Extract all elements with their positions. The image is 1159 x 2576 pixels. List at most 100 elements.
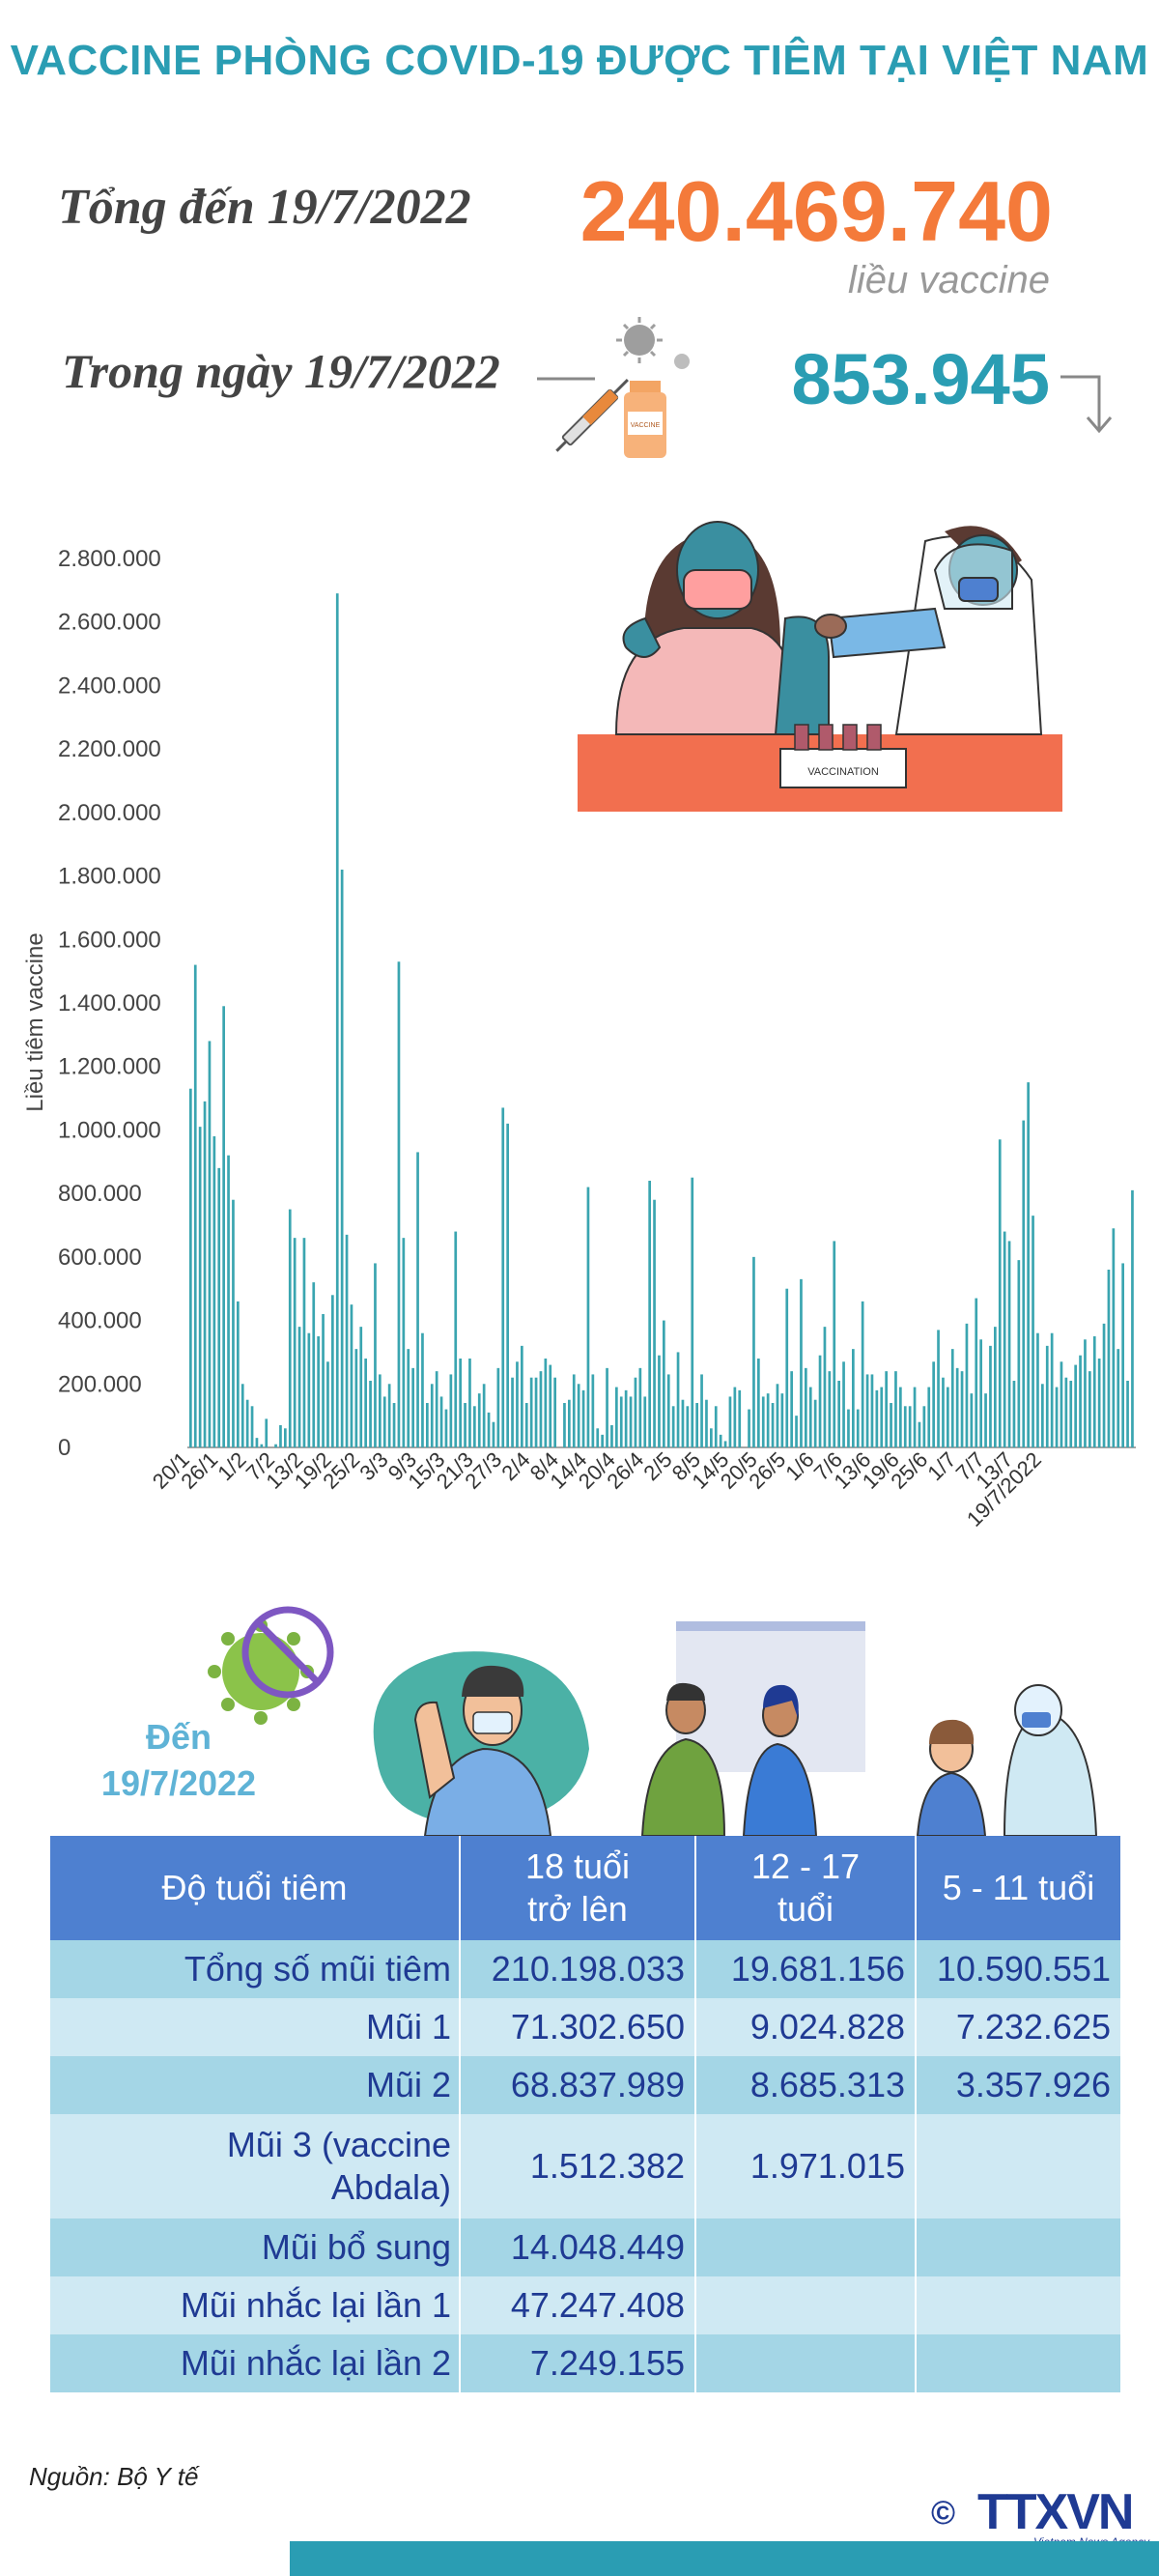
y-tick-label: 800.000 [58,1181,142,1207]
bar [1069,1381,1073,1447]
bar [232,1199,235,1447]
bar [643,1396,647,1447]
footer-url-link[interactable]: https://infographics.vn [21,2544,266,2573]
bar [1126,1381,1129,1447]
bar [638,1367,642,1447]
bar [322,1314,325,1447]
bar [624,1389,628,1447]
cell-value: 210.198.033 [460,1940,696,1998]
table-row: Mũi nhắc lại lần 1 47.247.408 [50,2276,1120,2334]
bar [379,1374,382,1447]
bar [648,1181,651,1447]
ttxvn-logo: TTXVN [977,2484,1134,2540]
bar [237,1301,240,1447]
bar [496,1367,500,1447]
y-axis-ticks: 0 200.000 400.000 600.000 800.000 1.000.000 1.… [58,546,161,1461]
bar [989,1345,992,1447]
bar [1041,1384,1044,1447]
cell-value [695,2218,917,2276]
bar [766,1393,770,1447]
bar [586,1187,590,1447]
bar [1084,1339,1087,1447]
cell-value: 1.971.015 [695,2114,917,2218]
bar [1007,1241,1011,1447]
bar [459,1359,462,1447]
bar [444,1409,448,1447]
bar [1055,1387,1059,1447]
bar [217,1167,221,1447]
row-label: Mũi 1 [50,1998,461,2056]
bar [947,1387,949,1447]
bar [411,1367,414,1447]
bar [387,1384,391,1447]
bar [284,1428,287,1447]
copyright-icon: © [931,2495,956,2532]
bar [629,1396,633,1447]
bar [927,1387,931,1447]
bar [965,1323,969,1447]
bar [610,1425,613,1447]
bar [733,1387,737,1447]
bar [870,1374,874,1447]
bar [293,1238,297,1447]
bar [837,1381,840,1447]
bar [1112,1228,1116,1447]
bar [279,1425,282,1447]
bar [245,1399,249,1447]
cell-value [916,2276,1120,2334]
bar [1060,1361,1063,1447]
bar [705,1399,708,1447]
bar [193,964,197,1447]
bar [748,1409,750,1447]
cell-value: 7.232.625 [916,1998,1120,2056]
cell-value: 10.590.551 [916,1940,1120,1998]
bar [240,1384,244,1447]
row-label: Tổng số mũi tiêm [50,1940,461,1998]
bar [1097,1359,1101,1447]
bar [776,1384,779,1447]
bar [813,1399,817,1447]
bar [250,1406,254,1447]
bar [894,1371,897,1447]
table-row: Mũi nhắc lại lần 2 7.249.155 [50,2334,1120,2392]
bar [198,1127,202,1447]
bar [738,1389,742,1447]
bar [421,1332,424,1447]
row-label: Mũi nhắc lại lần 2 [50,2334,461,2392]
cell-value: 7.249.155 [460,2334,696,2392]
y-tick-label: 200.000 [58,1371,142,1397]
header-age: Độ tuổi tiêm [50,1836,461,1940]
cell-value [916,2218,1120,2276]
bar [544,1359,548,1447]
y-tick-label: 1.800.000 [58,864,161,890]
table-row: Mũi bổ sung 14.048.449 [50,2218,1120,2276]
bar [563,1403,566,1447]
bar [302,1238,306,1447]
y-tick-label: 400.000 [58,1308,142,1334]
bar [345,1234,349,1447]
syringe-vial-icon: VACCINE [537,317,690,458]
bar [663,1320,665,1447]
day-label: Trong ngày 19/7/2022 [62,344,500,398]
bar [714,1406,718,1447]
bar [511,1377,514,1447]
row-label: Mũi 3 (vaccine Abdala) [50,2114,461,2218]
bar [950,1349,954,1447]
bar [994,1327,997,1447]
bar [606,1367,608,1447]
bar [430,1384,434,1447]
bar [856,1409,860,1447]
bar [326,1361,329,1447]
bar [885,1371,888,1447]
y-tick-label: 2.800.000 [58,546,161,572]
bar [922,1406,926,1447]
bar [861,1301,864,1447]
bar [374,1263,377,1447]
bar [937,1330,940,1447]
cell-value: 68.837.989 [460,2056,696,2114]
bar [1032,1216,1034,1447]
age-group-table: Độ tuổi tiêm 18 tuổi trở lên 12 - 17 tuổi … [50,1836,1120,2392]
virus-icon [616,317,690,369]
bar [227,1155,230,1447]
bar [189,1088,192,1447]
